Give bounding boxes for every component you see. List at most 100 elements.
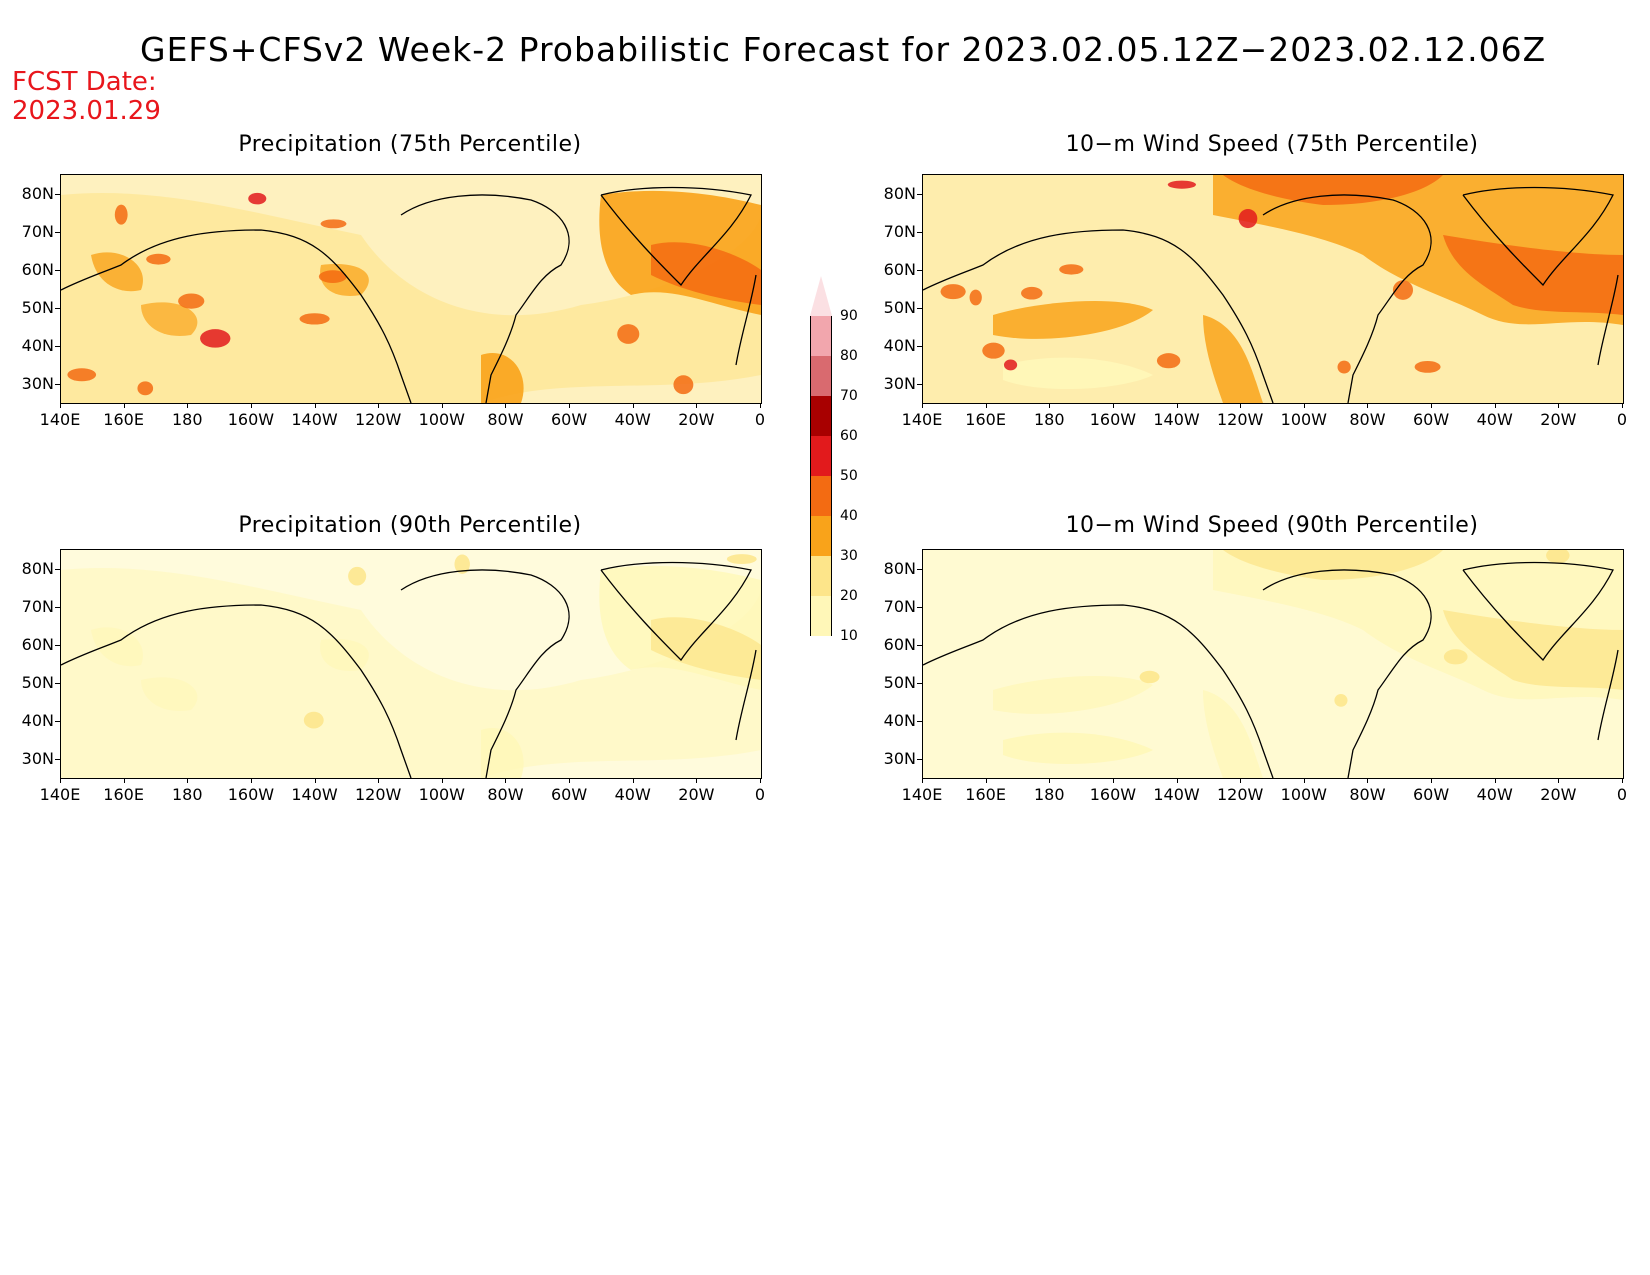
lon-tick-label: 140W xyxy=(291,785,338,804)
lon-tick-label: 180 xyxy=(1033,785,1065,804)
lon-tick-label: 0 xyxy=(1616,785,1628,804)
lat-tick-mark xyxy=(55,308,60,309)
lon-tick-label: 160W xyxy=(227,785,275,804)
lon-tick-mark xyxy=(441,778,443,783)
probability-hotspot xyxy=(320,219,347,229)
lat-tick-mark xyxy=(917,569,922,570)
probability-contour xyxy=(1203,315,1263,403)
lon-tick-mark xyxy=(760,778,761,783)
lon-tick-label: 160E xyxy=(103,785,144,804)
lon-tick-mark xyxy=(985,403,987,408)
lon-tick-label: 140E xyxy=(901,785,943,804)
probability-hotspot xyxy=(940,284,966,300)
probability-hotspot xyxy=(1546,550,1570,564)
legend-level-label: 20 xyxy=(840,588,858,604)
legend-level-label: 50 xyxy=(840,468,858,484)
lon-tick-mark xyxy=(1622,403,1623,408)
lon-tick-mark xyxy=(314,403,316,408)
lon-tick-label: 140E xyxy=(39,785,81,804)
legend-level-label: 60 xyxy=(840,428,858,444)
legend-swatch xyxy=(810,596,832,636)
probability-contour xyxy=(141,302,198,336)
probability-hotspot xyxy=(1414,360,1441,373)
lon-tick-label: 180 xyxy=(171,785,203,804)
probability-contour xyxy=(651,617,761,680)
legend-level-label: 10 xyxy=(840,628,858,644)
lat-tick-label: 50N xyxy=(883,673,916,692)
lat-tick-label: 60N xyxy=(21,635,54,654)
probability-contour xyxy=(1203,690,1263,778)
lon-tick-mark xyxy=(1558,403,1560,408)
lon-tick-label: 100W xyxy=(1280,785,1327,804)
probability-contour xyxy=(91,252,143,292)
lon-tick-mark xyxy=(569,778,571,783)
lon-tick-mark xyxy=(1176,778,1178,783)
probability-hotspot xyxy=(969,289,982,306)
lon-tick-label: 0 xyxy=(754,785,766,804)
probability-hotspot xyxy=(1156,353,1181,369)
lat-tick-mark xyxy=(917,759,922,760)
lon-tick-label: 140W xyxy=(1153,410,1200,429)
lon-tick-label: 100W xyxy=(418,785,465,804)
probability-contour xyxy=(141,677,198,711)
coastline xyxy=(923,186,1619,403)
lon-tick-label: 40W xyxy=(1476,785,1513,804)
probability-hotspot xyxy=(1443,649,1468,665)
lat-tick-mark xyxy=(55,645,60,646)
lon-tick-label: 20W xyxy=(1540,785,1577,804)
coastline xyxy=(61,561,757,778)
probability-hotspot xyxy=(348,566,367,586)
lat-tick-mark xyxy=(55,721,60,722)
probability-contour xyxy=(481,728,524,778)
lat-tick-mark xyxy=(55,607,60,608)
lon-tick-mark xyxy=(60,403,61,408)
lat-tick-label: 70N xyxy=(21,222,54,241)
lon-tick-label: 80W xyxy=(487,785,524,804)
probability-hotspot xyxy=(248,192,267,205)
lon-tick-label: 80W xyxy=(1349,785,1386,804)
legend-bottom-arrow xyxy=(810,636,832,676)
probability-hotspot xyxy=(1337,360,1351,374)
lon-tick-mark xyxy=(1494,778,1496,783)
lon-tick-label: 140E xyxy=(39,410,81,429)
legend-level-label: 30 xyxy=(840,548,858,564)
probability-hotspot xyxy=(1003,359,1018,371)
map-field-svg xyxy=(61,550,761,778)
lon-tick-mark xyxy=(1240,778,1242,783)
color-legend: 10 20 30 40 50 60 70 80 90 xyxy=(810,276,870,681)
lon-tick-mark xyxy=(922,778,923,783)
lon-tick-mark xyxy=(250,778,252,783)
probability-hotspot xyxy=(982,342,1005,359)
lon-tick-label: 100W xyxy=(1280,410,1327,429)
lon-tick-mark xyxy=(1431,403,1433,408)
lon-tick-mark xyxy=(250,403,252,408)
lat-tick-label: 50N xyxy=(883,298,916,317)
probability-contour xyxy=(91,627,143,667)
lat-tick-mark xyxy=(55,759,60,760)
probability-hotspot xyxy=(1392,280,1414,300)
lat-tick-mark xyxy=(55,270,60,271)
lat-tick-label: 60N xyxy=(883,635,916,654)
lon-tick-mark xyxy=(1303,403,1305,408)
probability-hotspot xyxy=(303,711,324,729)
probability-hotspot xyxy=(299,313,330,325)
lat-tick-label: 30N xyxy=(883,374,916,393)
longitude-labels: 140E 160E 180 160W 140W 120W 100W 80W 60W 40W 20W 0 xyxy=(902,410,1627,432)
lon-tick-label: 20W xyxy=(678,785,715,804)
lon-tick-label: 80W xyxy=(487,410,524,429)
lon-tick-mark xyxy=(1494,403,1496,408)
legend-swatch xyxy=(810,436,832,476)
lon-tick-label: 80W xyxy=(1349,410,1386,429)
lon-tick-mark xyxy=(760,403,761,408)
longitude-labels: 140E 160E 180 160W 140W 120W 100W 80W 60W 40W 20W 0 xyxy=(902,785,1627,807)
probability-hotspot xyxy=(178,293,205,309)
lon-tick-mark xyxy=(1367,778,1369,783)
lon-tick-mark xyxy=(378,403,380,408)
lon-tick-label: 60W xyxy=(550,785,588,804)
lon-tick-mark xyxy=(1049,778,1051,783)
lat-tick-label: 40N xyxy=(21,711,54,730)
probability-contour xyxy=(481,353,524,403)
probability-contour xyxy=(1223,550,1443,580)
lon-tick-mark xyxy=(922,403,923,408)
latitude-labels: 80N 70N 60N 50N 40N 30N xyxy=(870,174,916,402)
